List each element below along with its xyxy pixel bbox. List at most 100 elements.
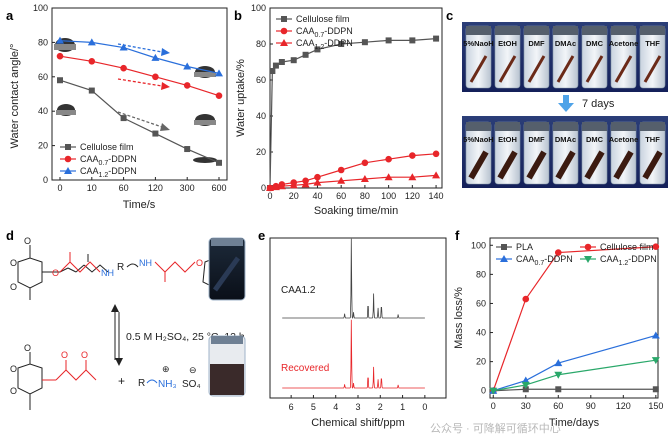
chart-b-series-0-point — [290, 57, 297, 64]
film-strip — [556, 55, 575, 83]
nh-label-2: NH — [139, 258, 152, 268]
chart-b-series-0-point — [269, 68, 276, 74]
chart-b-series-0-point — [272, 62, 279, 69]
chart-b-legend-label: CAA0.7-DDPN — [296, 26, 353, 39]
film-strip — [469, 55, 488, 83]
chart-a-xtick-label: 300 — [180, 183, 195, 193]
chart-b-frame — [269, 7, 443, 189]
chart-a-series-0-point — [88, 87, 95, 94]
chart-a-ytick-label: 80 — [38, 37, 48, 47]
chart-f-series-3-point — [554, 371, 563, 379]
chart-a-legend-marker — [65, 144, 71, 150]
chart-f-ylabel: Mass loss/% — [453, 287, 465, 349]
vial — [465, 25, 492, 89]
chart-a-legend-label: CAA0.7-DDPN — [80, 154, 137, 167]
chart-f-xtick-label: 120 — [616, 401, 631, 411]
chart-b-legend-label: CAA1.2-DDPN — [296, 38, 353, 51]
vial-cap — [582, 26, 607, 35]
droplet-icon-1 — [54, 38, 76, 52]
vial-cap — [524, 26, 549, 35]
film-strip — [498, 55, 517, 83]
chart-a-series-2-point — [215, 69, 223, 77]
chart-b-series-2-point — [360, 175, 369, 182]
film-strip — [585, 55, 604, 83]
chart-a-series-0-point — [120, 115, 127, 122]
vial-cap — [466, 26, 491, 35]
chart-a-series-1-point — [120, 64, 127, 72]
chart-b-series-2-point — [289, 181, 298, 189]
chart-f-xtick-label: 150 — [648, 401, 663, 411]
vial-photo-recovered — [208, 335, 246, 397]
chart-f-series-0-point — [652, 386, 659, 393]
chart-e-xtick-label: 1 — [400, 402, 405, 412]
chart-a-series-line-0 — [59, 79, 220, 164]
o-label-keto-2: O — [81, 350, 88, 360]
panel-f-letter: f — [455, 228, 460, 243]
chart-e-xtick-label: 3 — [355, 402, 360, 412]
vial — [610, 25, 637, 89]
chart-f-series-line-0 — [493, 388, 656, 392]
o-label-5: O — [10, 364, 17, 374]
chart-f-series-0-point — [522, 386, 529, 393]
vial-photo-panel: 5%NaoH EtOH DMF DMAc DMC Acetone THF 5%NaoH EtO… — [462, 22, 668, 188]
chart-a-series-2-point — [119, 43, 128, 51]
chart-a-series-line-1 — [59, 55, 220, 97]
film-strip — [468, 150, 489, 180]
chart-b-legend-marker — [280, 39, 288, 46]
chart-a-series-line-2 — [59, 40, 220, 74]
solvent-label: THF — [645, 39, 660, 48]
chart-e-xtick-label: 5 — [311, 402, 316, 412]
chart-e: Chemical shift/ppm CAA1.2 Recovered 6 5 4 3… — [269, 237, 447, 429]
film-strip — [526, 150, 547, 180]
nmr-spectrum-top — [282, 238, 425, 319]
chart-a-ytick-label: 40 — [38, 106, 48, 116]
droplet-icon-3 — [56, 104, 76, 116]
vial-cap — [582, 122, 607, 131]
solvent-label: 5%NaoH — [463, 135, 493, 144]
chart-b-legend-marker — [280, 27, 288, 35]
vial-cap — [466, 122, 491, 131]
chart-b-series-2-point — [313, 178, 322, 186]
chart-a-series-1-point — [56, 52, 64, 60]
chart-b-xtick-label: 40 — [312, 191, 322, 201]
chart-f-series-line-3 — [493, 359, 656, 392]
chart-b-xtick-label: 140 — [429, 191, 444, 201]
vial — [552, 25, 579, 89]
chart-a-ytick-label: 100 — [33, 3, 48, 13]
sulfate-label: SO₄ — [182, 379, 201, 390]
days-label: 7 days — [582, 98, 615, 110]
panel-d-letter: d — [6, 228, 14, 243]
droplet-icon-5 — [193, 157, 217, 163]
chart-b-xtick-label: 60 — [336, 191, 346, 201]
o-label-1: O — [24, 236, 31, 246]
nh-label-1: NH — [101, 268, 114, 278]
vial-cap — [640, 26, 665, 35]
chart-f-series-2-point — [521, 376, 530, 384]
chart-a-series-2-point — [87, 38, 96, 46]
chart-f-legend-marker — [500, 255, 508, 262]
chart-f-xlabel: Time/days — [549, 417, 600, 429]
o-label-4: O — [24, 343, 31, 353]
chart-b-series-0-point — [278, 59, 285, 65]
chart-b-series-1-point — [337, 166, 345, 174]
chart-a-ytick-label: 60 — [38, 72, 48, 82]
chart-a-frame — [51, 7, 228, 181]
chart-f-ytick-label: 80 — [476, 269, 486, 279]
chart-f-xtick-label: 90 — [586, 401, 596, 411]
chart-f-series-line-1 — [492, 246, 656, 391]
chart-f-series-3-point — [521, 381, 530, 389]
chart-f-xtick-label: 0 — [491, 401, 496, 411]
chart-a-ytick-label: 0 — [43, 175, 48, 185]
panel-a-letter: a — [6, 8, 14, 23]
solvent-label: DMAc — [555, 135, 576, 144]
chart-a-xlabel: Time/s — [123, 199, 156, 211]
film-strip — [555, 150, 576, 180]
chart-a-legend-marker — [64, 155, 72, 163]
vial-cap — [495, 26, 520, 35]
chart-b-series-1-point — [409, 152, 416, 159]
o-label-ester: O — [52, 268, 59, 278]
solvent-label: THF — [645, 135, 660, 144]
panel-e-letter: e — [258, 228, 265, 243]
chart-a-series-0-point — [216, 159, 222, 166]
